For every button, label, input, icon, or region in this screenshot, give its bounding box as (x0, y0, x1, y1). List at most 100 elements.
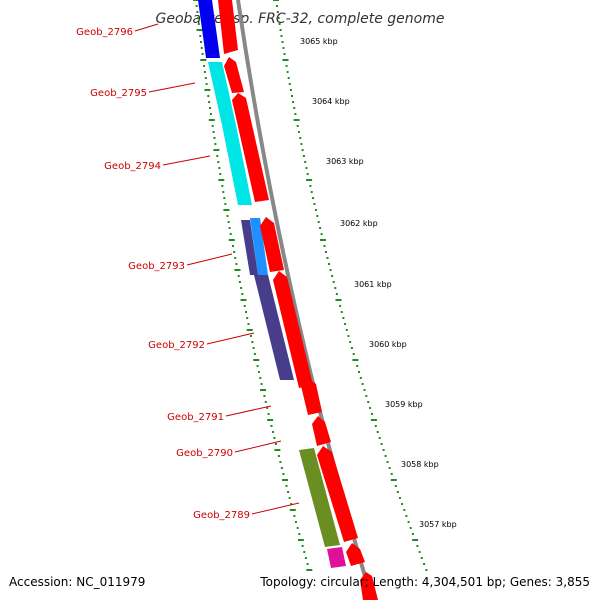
outer-ring-minor-tick (291, 95, 293, 97)
outer-ring-minor-tick (378, 437, 381, 439)
outer-ring-major-tick (306, 179, 313, 181)
inner-ring-major-tick (193, 0, 199, 1)
inner-ring-major-tick (228, 239, 235, 241)
inner-ring-minor-tick (306, 563, 309, 565)
outer-ring-minor-tick (300, 143, 303, 145)
inner-ring-minor-tick (263, 395, 266, 397)
outer-ring-minor-tick (296, 125, 299, 127)
gene-block-geob-2796[interactable] (198, 0, 220, 58)
outer-ring-major-tick (390, 479, 397, 481)
outer-ring-minor-tick (411, 533, 414, 535)
outer-ring-minor-tick (361, 383, 364, 385)
inner-ring-minor-tick (279, 461, 282, 463)
gene-label-geob-2794[interactable]: Geob_2794 (104, 161, 161, 172)
gene-arrow-geob-2790[interactable] (312, 416, 331, 446)
outer-ring-minor-tick (405, 515, 408, 517)
scale-label-3058: 3058 kbp (401, 460, 439, 469)
inner-ring-minor-tick (272, 431, 274, 433)
outer-ring-minor-tick (376, 431, 379, 433)
gene-arrow-8[interactable] (346, 543, 365, 566)
outer-ring-minor-tick (416, 545, 419, 547)
outer-ring-major-tick (412, 539, 419, 541)
scale-label-3063: 3063 kbp (326, 157, 364, 166)
gene-arrow-5[interactable] (273, 271, 313, 388)
gene-label-geob-2796[interactable]: Geob_2796 (76, 27, 133, 38)
outer-ring-minor-tick (288, 83, 291, 85)
gene-block-geob-2794[interactable] (222, 125, 252, 205)
outer-ring-minor-tick (384, 455, 387, 457)
outer-ring-minor-tick (285, 65, 288, 67)
outer-ring-minor-tick (339, 305, 342, 307)
inner-ring-minor-tick (227, 221, 230, 223)
inner-ring-major-tick (253, 359, 260, 361)
inner-ring-minor-tick (197, 17, 200, 19)
outer-ring-minor-tick (309, 185, 312, 187)
outer-ring-minor-tick (320, 233, 323, 235)
forward-strand-track[interactable] (218, 0, 378, 600)
gene-label-geob-2791[interactable]: Geob_2791 (167, 412, 224, 423)
inner-ring-minor-tick (295, 521, 297, 523)
gene-label-geob-2790[interactable]: Geob_2790 (176, 448, 233, 459)
inner-ring-minor-tick (237, 275, 240, 277)
inner-ring-minor-tick (204, 77, 207, 79)
inner-ring-minor-tick (201, 53, 204, 55)
inner-ring-minor-tick (229, 233, 232, 235)
gene-arrow-4[interactable] (260, 217, 284, 272)
inner-ring-minor-tick (197, 23, 200, 25)
outer-ring-minor-tick (349, 341, 352, 343)
outer-ring-minor-tick (305, 167, 308, 169)
inner-ring-minor-tick (293, 515, 296, 517)
outer-ring-major-tick (273, 0, 279, 1)
gene-block-geob-2789[interactable] (299, 448, 340, 547)
inner-ring-minor-tick (243, 305, 246, 307)
gene-block-pink[interactable] (327, 547, 346, 568)
inner-ring-minor-tick (270, 425, 273, 427)
inner-ring-minor-tick (209, 113, 212, 115)
inner-ring-minor-tick (235, 263, 238, 265)
outer-ring-major-tick (293, 119, 300, 121)
gene-label-geob-2789[interactable]: Geob_2789 (193, 510, 250, 521)
gene-label-geob-2792[interactable]: Geob_2792 (148, 340, 205, 351)
scale-label-3060: 3060 kbp (369, 340, 407, 349)
gene-arrow-geob-2789[interactable] (317, 446, 358, 542)
scale-label-3064: 3064 kbp (312, 97, 350, 106)
outer-ring-minor-tick (319, 227, 322, 229)
scale-label-3062: 3062 kbp (340, 219, 378, 228)
outer-ring-minor-tick (363, 389, 366, 391)
gene-arrow-6[interactable] (301, 377, 322, 415)
genome-summary-text: Topology: circular; Length: 4,304,501 bp… (259, 575, 590, 589)
inner-ring-minor-tick (224, 203, 227, 205)
inner-ring-minor-tick (212, 131, 215, 133)
gene-arrow-2[interactable] (224, 57, 244, 93)
inner-ring-minor-tick (213, 137, 216, 139)
gene-block-geob-2792a[interactable] (241, 220, 258, 275)
inner-ring-minor-tick (218, 167, 221, 169)
inner-ring-minor-tick (214, 143, 217, 145)
gene-label-geob-2793[interactable]: Geob_2793 (128, 261, 185, 272)
inner-ring-major-tick (213, 149, 220, 151)
outer-ring-minor-tick (281, 41, 284, 43)
outer-ring-minor-tick (382, 449, 385, 451)
inner-ring-minor-tick (296, 527, 299, 529)
outer-ring-minor-tick (282, 47, 285, 49)
outer-ring-minor-tick (394, 485, 397, 487)
outer-ring-minor-tick (332, 281, 335, 283)
gene-block-geob-2795[interactable] (208, 62, 236, 125)
gene-label-geob-2795[interactable]: Geob_2795 (90, 88, 147, 99)
inner-ring-minor-tick (256, 365, 259, 367)
inner-ring-minor-tick (266, 407, 269, 409)
inner-ring-minor-tick (216, 155, 219, 157)
gene-block-geob-2792[interactable] (254, 275, 294, 380)
outer-ring-minor-tick (359, 377, 362, 379)
inner-ring-minor-tick (211, 125, 214, 127)
inner-ring-major-tick (306, 569, 313, 571)
outer-ring-minor-tick (367, 401, 370, 403)
outer-ring-minor-tick (369, 407, 372, 409)
gene-block-geob-2793[interactable] (250, 218, 268, 275)
gene-arrow-9[interactable] (360, 572, 378, 600)
inner-ring-minor-tick (200, 41, 202, 43)
outer-ring-minor-tick (329, 269, 332, 271)
gene-arrow-1[interactable] (218, 0, 238, 54)
gene-arrow-3[interactable] (232, 93, 269, 202)
inner-ring-minor-tick (196, 11, 199, 13)
